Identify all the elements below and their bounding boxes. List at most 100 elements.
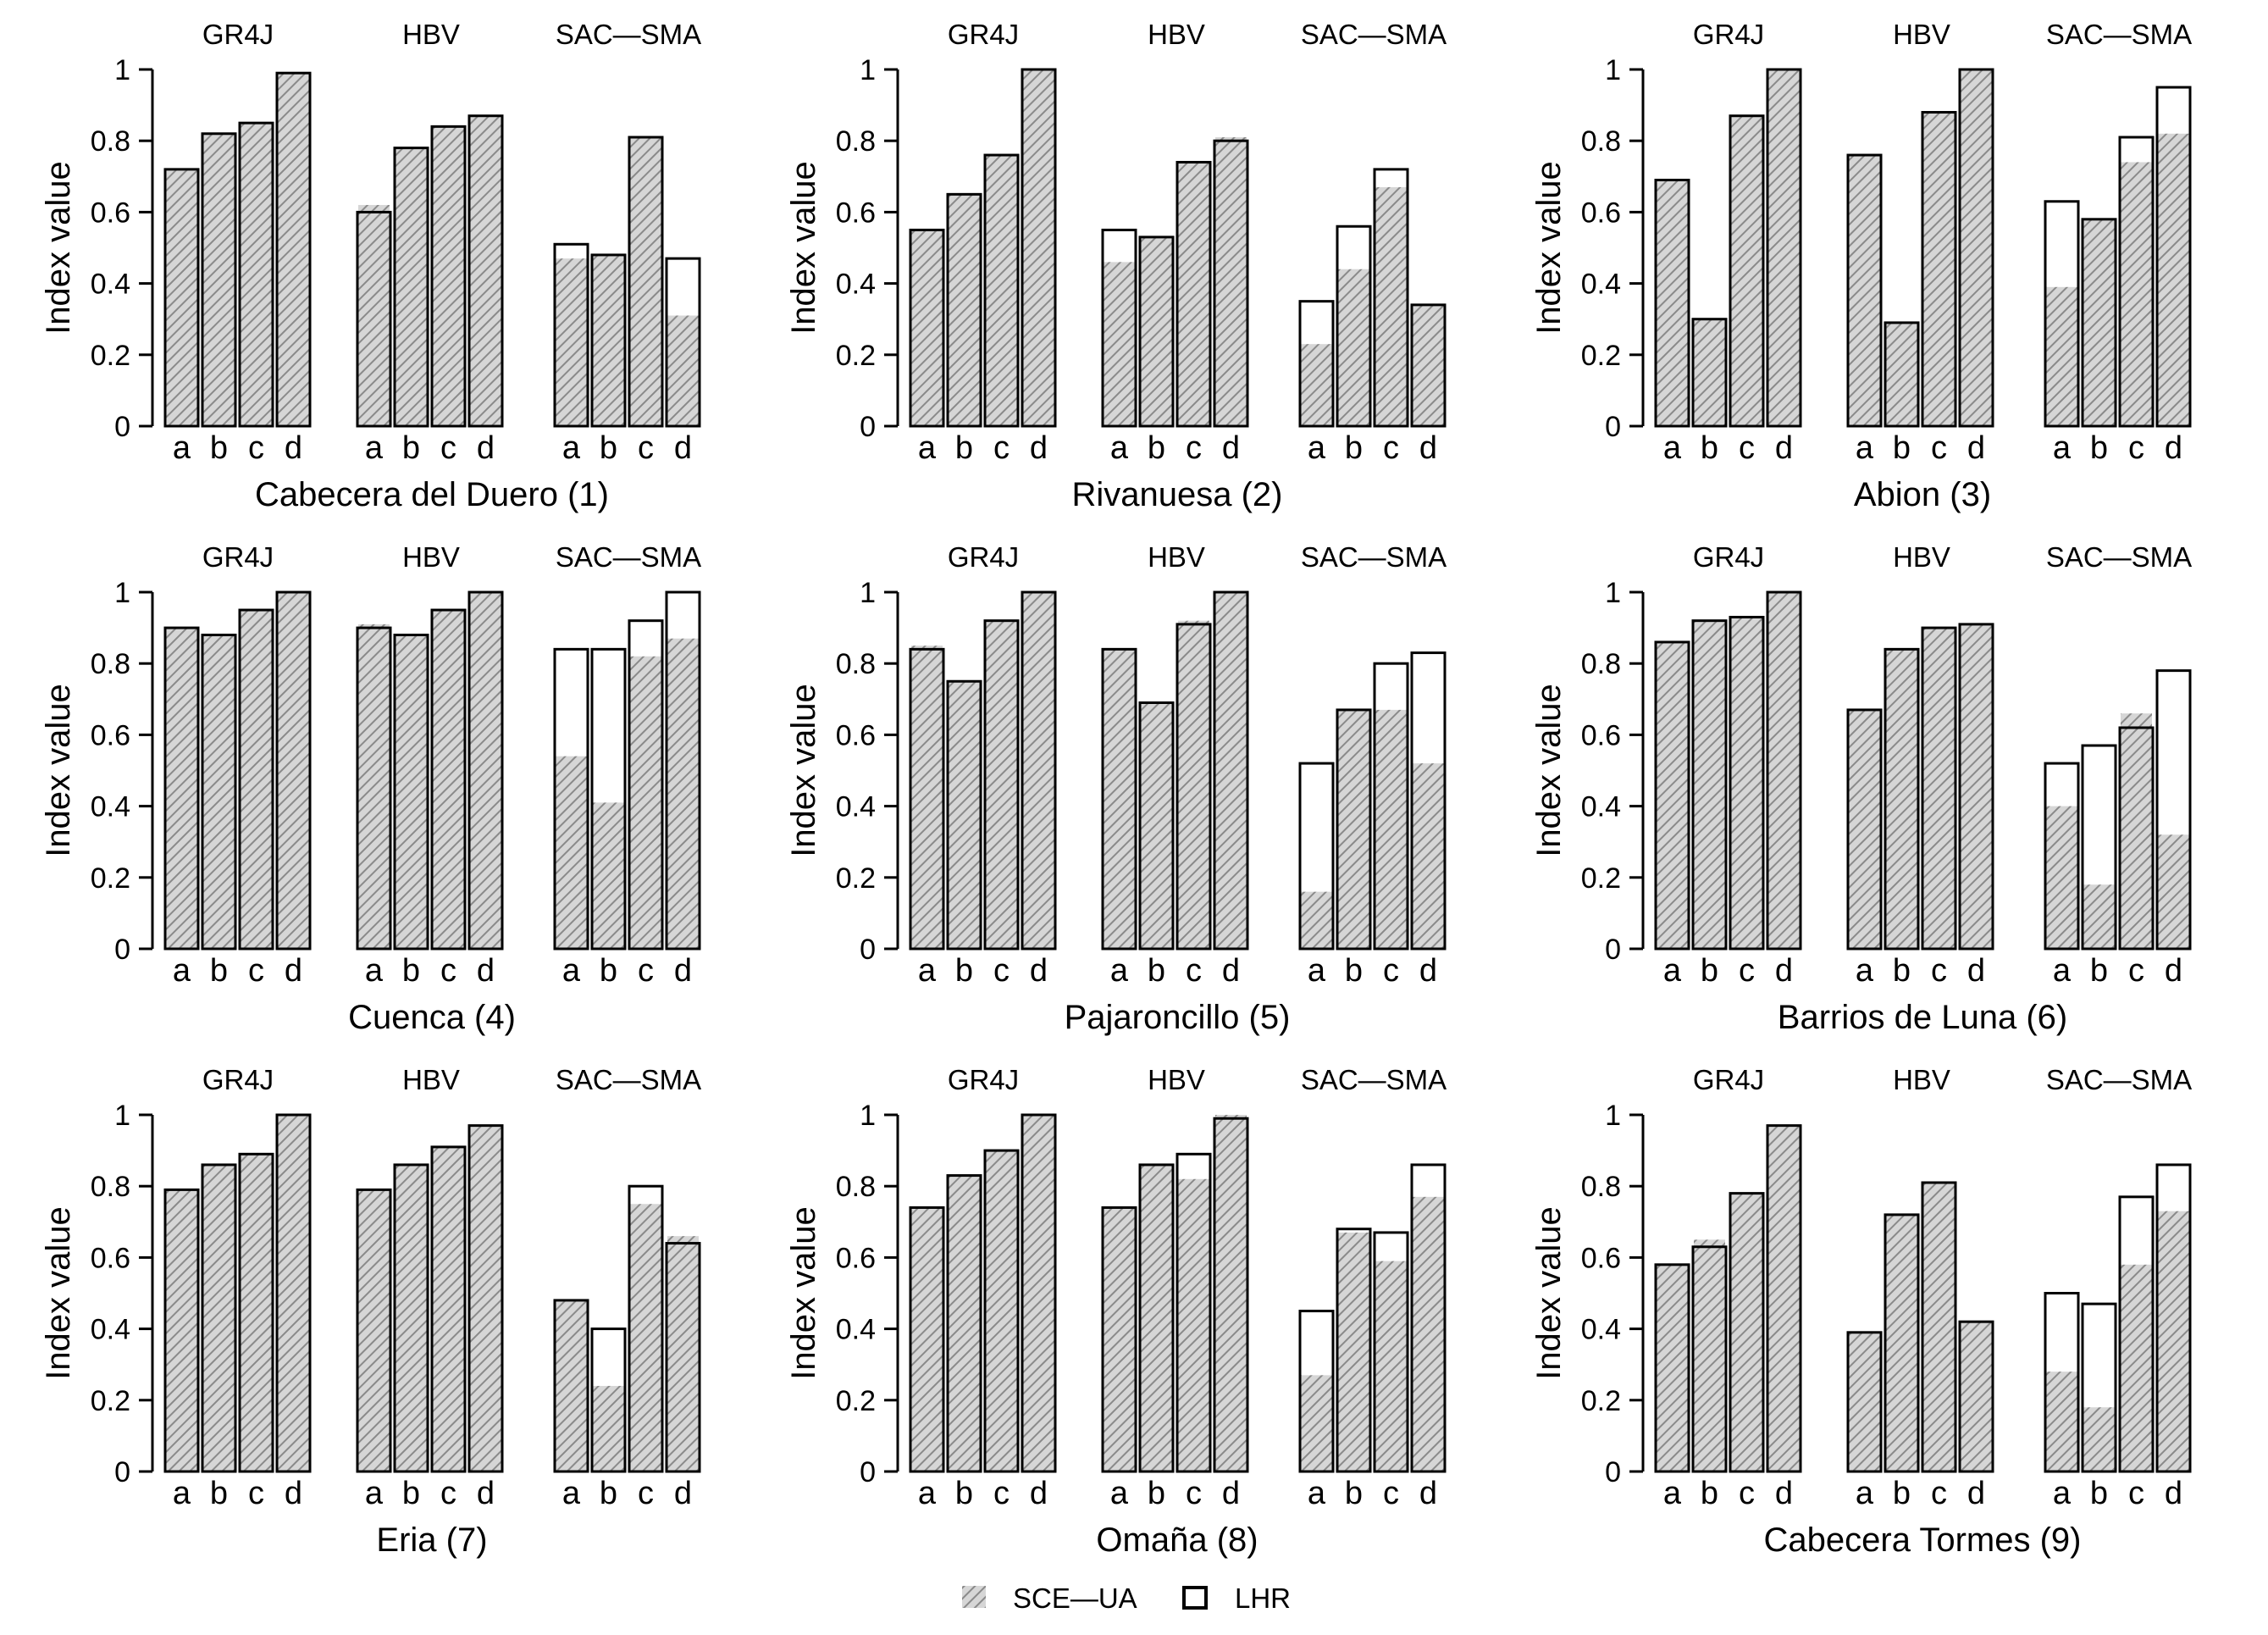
bar-lhr bbox=[201, 634, 237, 951]
bar-lhr bbox=[553, 647, 589, 951]
y-tick-label: 1 bbox=[1605, 577, 1621, 609]
category-label: b bbox=[2090, 430, 2108, 466]
bar-sce-ua bbox=[986, 620, 1017, 949]
category-label: c bbox=[2128, 430, 2144, 466]
bar-lhr bbox=[1138, 1163, 1175, 1473]
category-label: a bbox=[1110, 430, 1129, 466]
bar-sce-ua bbox=[278, 1115, 309, 1472]
y-axis-title: Index value bbox=[1530, 1206, 1568, 1380]
model-label: HBV bbox=[1893, 541, 1950, 573]
bar-sce-ua bbox=[1023, 69, 1054, 426]
y-tick-label: 0.8 bbox=[1581, 125, 1621, 158]
bar-lhr bbox=[238, 121, 274, 428]
bar-sce-ua bbox=[2046, 806, 2077, 949]
category-label: d bbox=[674, 430, 692, 466]
y-tick-label: 0.8 bbox=[91, 1171, 130, 1203]
y-tick-label: 0.2 bbox=[836, 340, 876, 372]
y-axis-title: Index value bbox=[1530, 684, 1568, 857]
bar-lhr bbox=[1921, 626, 1957, 951]
model-label: GR4J bbox=[1693, 1064, 1764, 1095]
model-label: HBV bbox=[1148, 1064, 1205, 1095]
bar-lhr bbox=[393, 147, 429, 428]
panel-title: Cabecera Tormes (9) bbox=[1764, 1521, 2082, 1559]
y-tick-label: 0.2 bbox=[836, 1385, 876, 1417]
bar-lhr bbox=[909, 228, 945, 428]
category-label: a bbox=[918, 1476, 937, 1511]
bar-lhr bbox=[1846, 153, 1883, 428]
model-label: HBV bbox=[402, 1064, 460, 1095]
bar-lhr bbox=[1101, 647, 1137, 951]
bar-lhr bbox=[201, 1163, 237, 1473]
bar-sce-ua bbox=[433, 126, 464, 427]
bar-lhr bbox=[628, 619, 664, 951]
bar-lhr bbox=[1175, 1152, 1212, 1473]
bar-sce-ua bbox=[949, 194, 980, 426]
bar-sce-ua bbox=[433, 1146, 464, 1472]
model-label: GR4J bbox=[948, 19, 1019, 50]
bar-lhr bbox=[1921, 1181, 1957, 1473]
y-tick-label: 0.2 bbox=[91, 340, 130, 372]
bar-sce-ua bbox=[241, 123, 272, 426]
category-label: b bbox=[1148, 953, 1165, 989]
bar-sce-ua bbox=[2083, 884, 2115, 949]
bar-lhr bbox=[163, 168, 200, 428]
y-tick-label: 0.8 bbox=[1581, 1171, 1621, 1203]
category-label: d bbox=[2165, 430, 2182, 466]
panel-title: Abion (3) bbox=[1854, 476, 1991, 513]
model-label: GR4J bbox=[1693, 19, 1764, 50]
category-label: c bbox=[2128, 953, 2144, 989]
bar-sce-ua bbox=[1023, 1115, 1054, 1472]
bar-sce-ua bbox=[2083, 219, 2115, 426]
y-tick-label: 1 bbox=[114, 577, 130, 609]
bar-sce-ua bbox=[1768, 69, 1800, 426]
category-label: d bbox=[1775, 953, 1793, 989]
y-tick-label: 0 bbox=[860, 1456, 876, 1488]
category-label: c bbox=[1739, 430, 1755, 466]
category-label: a bbox=[1308, 953, 1326, 989]
bar-sce-ua bbox=[1694, 620, 1725, 949]
y-axis-title: Index value bbox=[40, 161, 77, 335]
category-label: d bbox=[285, 1476, 302, 1511]
y-tick-label: 0.4 bbox=[836, 269, 876, 301]
y-tick-label: 0 bbox=[1605, 411, 1621, 443]
category-label: a bbox=[173, 430, 191, 466]
y-axis-title: Index value bbox=[785, 1206, 822, 1380]
y-tick-label: 0.2 bbox=[91, 862, 130, 895]
category-label: b bbox=[1148, 1476, 1165, 1511]
category-label: d bbox=[1030, 953, 1048, 989]
model-label: SAC—SMA bbox=[2046, 541, 2192, 573]
bar-sce-ua bbox=[556, 258, 587, 426]
bar-sce-ua bbox=[1961, 624, 1992, 949]
bar-sce-ua bbox=[949, 1175, 980, 1472]
bar-sce-ua bbox=[2158, 133, 2189, 426]
category-label: b bbox=[1893, 953, 1911, 989]
bar-lhr bbox=[275, 1113, 312, 1473]
bar-lhr bbox=[1298, 762, 1335, 951]
bar-lhr bbox=[2081, 218, 2117, 428]
bar-sce-ua bbox=[278, 592, 309, 949]
bar-sce-ua bbox=[949, 681, 980, 949]
bar-sce-ua bbox=[1961, 1322, 1992, 1472]
bar-sce-ua bbox=[396, 147, 427, 426]
panel-title: Barrios de Luna (6) bbox=[1778, 999, 2067, 1036]
bar-lhr bbox=[665, 590, 701, 951]
bar-sce-ua bbox=[1413, 763, 1444, 949]
category-label: d bbox=[1030, 430, 1048, 466]
bar-sce-ua bbox=[2158, 1211, 2189, 1472]
bar-sce-ua bbox=[1023, 592, 1054, 949]
bar-sce-ua bbox=[1375, 709, 1407, 949]
y-axis-title: Index value bbox=[1530, 161, 1568, 335]
category-label: a bbox=[562, 430, 581, 466]
model-label: HBV bbox=[1148, 19, 1205, 50]
bar-sce-ua bbox=[1141, 702, 1172, 949]
category-label: c bbox=[440, 1476, 456, 1511]
y-tick-label: 0.8 bbox=[836, 125, 876, 158]
bar-lhr bbox=[946, 1174, 982, 1473]
bar-lhr bbox=[1373, 1231, 1409, 1473]
bar-lhr bbox=[275, 71, 312, 428]
bar-sce-ua bbox=[1104, 262, 1135, 426]
category-label: d bbox=[1419, 953, 1437, 989]
category-label: c bbox=[1739, 1476, 1755, 1511]
category-label: a bbox=[2053, 1476, 2072, 1511]
bar-sce-ua bbox=[1413, 1196, 1444, 1472]
